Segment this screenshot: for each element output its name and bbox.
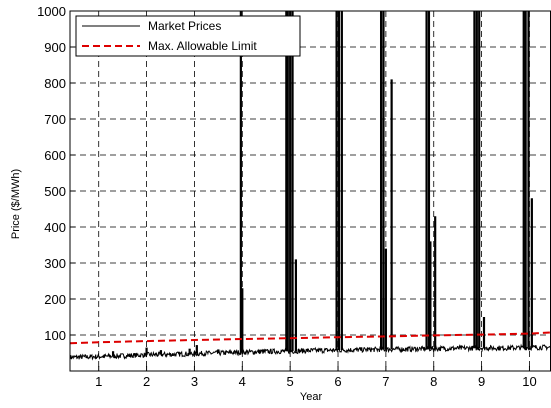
legend-label-market-prices: Market Prices	[148, 19, 221, 33]
x-tick-label: 9	[478, 374, 485, 389]
tick-labels: 1 2 3 4 5 6 7 8 9 10 100 200 300 400 500 600 700 800 900 10…	[37, 4, 537, 389]
y-tick-label: 300	[44, 256, 66, 271]
series-market-prices	[69, 343, 551, 361]
y-axis-label: Price ($/MWh)	[10, 169, 22, 239]
x-axis-label: Year	[300, 391, 323, 403]
series-max-allowable-limit	[69, 331, 551, 345]
x-tick-label: 2	[143, 374, 150, 389]
x-tick-label: 3	[191, 374, 198, 389]
y-tick-label: 900	[44, 40, 66, 55]
x-tick-label: 10	[522, 374, 536, 389]
y-tick-label: 600	[44, 148, 66, 163]
x-tick-label: 6	[334, 374, 341, 389]
x-tick-label: 7	[382, 374, 389, 389]
y-tick-label: 100	[44, 328, 66, 343]
legend-box	[75, 15, 301, 57]
legend: Market Prices Max. Allowable Limit	[75, 15, 301, 57]
y-tick-label: 400	[44, 220, 66, 235]
legend-label-max-allowable-limit: Max. Allowable Limit	[148, 39, 257, 53]
series-area	[69, 11, 551, 361]
y-tick-label: 200	[44, 292, 66, 307]
y-tick-label: 500	[44, 184, 66, 199]
x-tick-label: 4	[239, 374, 246, 389]
y-tick-label: 700	[44, 112, 66, 127]
x-tick-label: 1	[95, 374, 102, 389]
x-tick-label: 8	[430, 374, 437, 389]
y-tick-label: 1000	[37, 4, 66, 19]
x-tick-label: 5	[287, 374, 294, 389]
y-tick-label: 800	[44, 76, 66, 91]
